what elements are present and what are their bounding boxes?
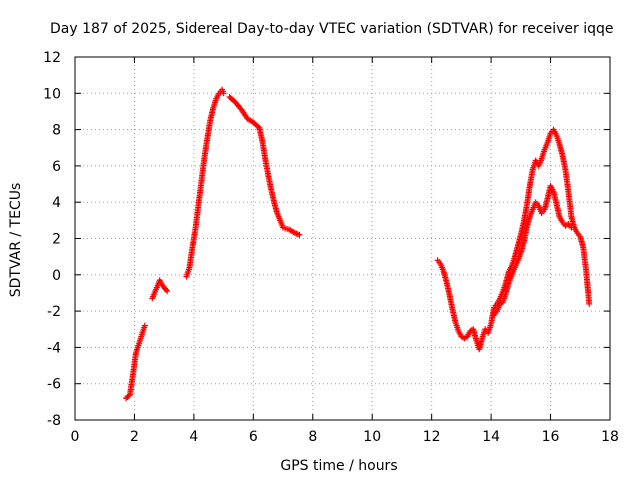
- x-tick-label: 6: [249, 429, 258, 445]
- x-axis-label: GPS time / hours: [280, 458, 397, 474]
- data-point: [164, 288, 171, 295]
- y-tick-label: 0: [52, 268, 61, 284]
- axis-ticks: [74, 56, 611, 421]
- x-tick-label: 12: [423, 429, 441, 445]
- x-tick-label: 0: [71, 429, 80, 445]
- y-tick-label: -8: [47, 413, 61, 429]
- y-tick-label: -2: [47, 304, 61, 320]
- data-point: [163, 286, 170, 293]
- data-points: [123, 86, 593, 402]
- x-tick-label: 8: [308, 429, 317, 445]
- data-point: [141, 322, 148, 329]
- x-tick-label: 4: [189, 429, 198, 445]
- y-tick-label: 8: [52, 123, 61, 139]
- y-tick-label: 4: [52, 195, 61, 211]
- y-tick-label: -6: [47, 377, 61, 393]
- data-point: [568, 224, 575, 231]
- y-tick-label: -4: [47, 340, 61, 356]
- y-tick-label: 2: [52, 232, 61, 248]
- x-tick-label: 18: [601, 429, 619, 445]
- y-axis-label: SDTVAR / TECUs: [8, 183, 24, 298]
- data-point: [563, 221, 570, 228]
- y-tick-label: 12: [43, 50, 61, 66]
- chart-title: Day 187 of 2025, Sidereal Day-to-day VTE…: [50, 21, 614, 37]
- data-point: [586, 300, 593, 307]
- data-point: [296, 231, 303, 238]
- tick-labels: 0 2 4 6 8 10 12 14 16 18 -8 -6 -4 -2 0 2 4 6 8 10 12: [43, 50, 619, 445]
- x-tick-label: 14: [482, 429, 500, 445]
- x-tick-label: 16: [542, 429, 560, 445]
- y-tick-label: 6: [52, 159, 61, 175]
- data-point: [220, 90, 227, 97]
- y-tick-label: 10: [43, 86, 61, 102]
- x-tick-label: 10: [363, 429, 381, 445]
- grid-lines: [75, 57, 610, 420]
- x-tick-label: 2: [130, 429, 139, 445]
